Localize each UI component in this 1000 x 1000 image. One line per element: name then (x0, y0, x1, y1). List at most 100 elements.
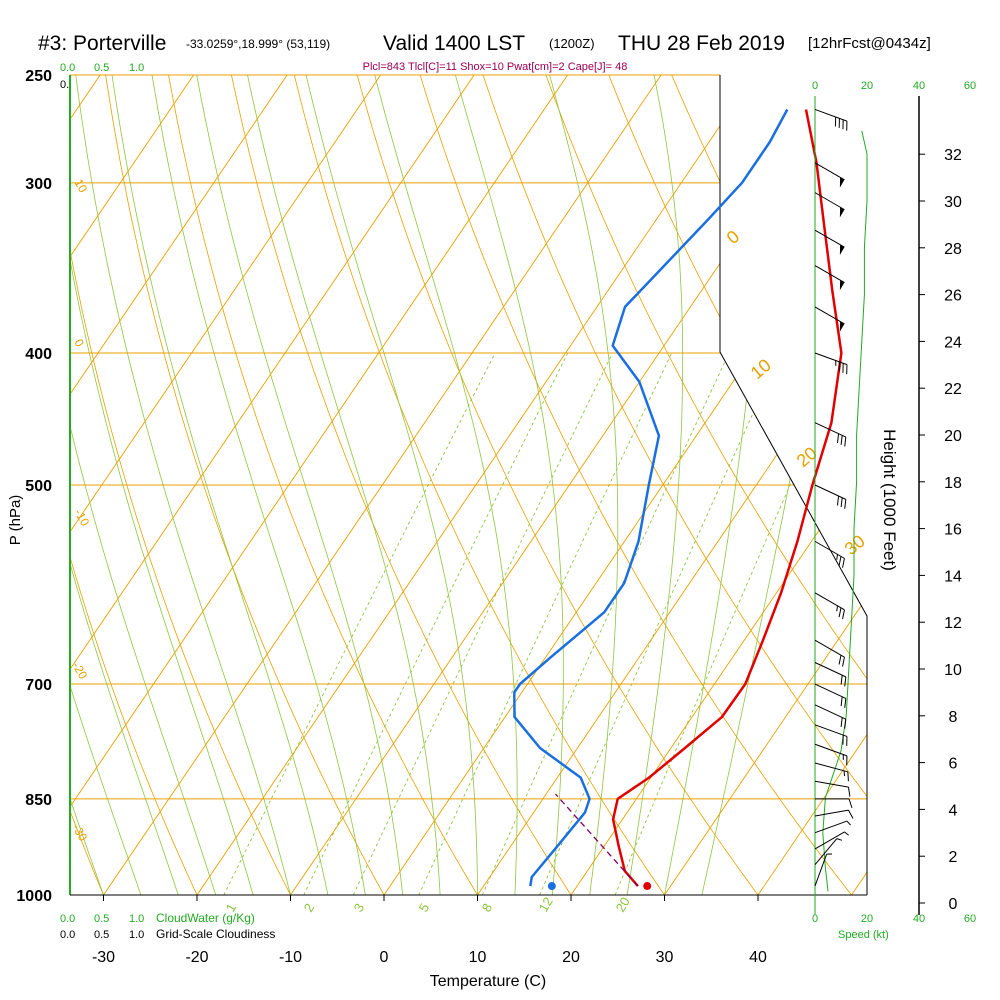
isotherm-line (664, 75, 867, 895)
cloudwater-tick-bottom-1: 0.5 (94, 913, 109, 925)
barb-full (842, 657, 845, 667)
barb-full (840, 435, 843, 445)
height-tick-label: 2 (949, 849, 958, 866)
cloudiness-tick-bottom-0: 0.0 (60, 929, 75, 941)
moist-adiabat-line (70, 75, 179, 895)
speed-tick-top-3: 60 (964, 80, 976, 92)
wind-barb (814, 540, 845, 568)
height-tick-label: 18 (944, 475, 962, 492)
barb-flag (839, 244, 845, 255)
surface-dewpoint-dot (547, 882, 556, 891)
barb-half (836, 838, 843, 841)
y-axis-title: P (hPa) (7, 495, 24, 546)
barb-staff (814, 724, 848, 737)
speed-tick-bottom-2: 40 (913, 913, 925, 925)
temperature-tick-label: 0 (380, 949, 389, 966)
plot-outline (69, 75, 868, 896)
temperature-tick-label: -10 (279, 949, 302, 966)
cloudwater-tick-bottom-0: 0.0 (60, 913, 75, 925)
moist-adiabat-line (70, 75, 142, 895)
height-tick-label: 28 (944, 241, 962, 258)
height-tick-label: 16 (944, 522, 962, 539)
cloudiness-tick-bottom-1: 0.5 (94, 929, 109, 941)
dewpoint-line (513, 108, 789, 887)
wind-barb (814, 192, 845, 218)
barb-staff (814, 838, 838, 865)
barb-full (847, 787, 851, 797)
barb-full (842, 609, 845, 620)
isotherm-line (757, 75, 867, 895)
dry-adiabat-label: 10 (747, 355, 775, 383)
moist-adiabat-line (70, 75, 104, 895)
temperature-tick-label: -30 (92, 949, 115, 966)
sounding-profiles (513, 108, 843, 891)
barb-staff (814, 108, 848, 122)
barb-full (840, 675, 843, 685)
mixing-ratio-label: 20 (613, 894, 633, 914)
barb-flag (839, 280, 845, 291)
barb-staff (814, 484, 847, 500)
barb-staff (814, 540, 845, 559)
forecast-hour: [12hrFcst@0434z] (808, 35, 931, 52)
mixing-ratio-label: 2 (301, 901, 318, 915)
zulu-time: (1200Z) (549, 36, 595, 51)
wind-barb (814, 743, 848, 766)
parcel-line (555, 793, 639, 887)
moist-adiabat-line (549, 75, 619, 895)
barb-staff (814, 192, 845, 211)
barb-half (846, 820, 851, 826)
dry-adiabat-line (0, 51, 10, 895)
barb-half (844, 831, 849, 836)
moist-adiabat-line (75, 75, 291, 895)
barb-staff (814, 265, 845, 283)
height-tick-label: 12 (944, 615, 962, 632)
dry-adiabat-line (536, 75, 867, 895)
barb-full (844, 719, 847, 729)
barb-staff (814, 762, 848, 773)
barb-full (838, 556, 842, 566)
barb-staff (814, 639, 845, 658)
wind-barb (814, 229, 845, 255)
cloudwater-tick-1: 0.5 (94, 62, 109, 74)
barb-staff (814, 352, 848, 366)
speed-tick-top-1: 20 (861, 80, 873, 92)
barb-staff (814, 592, 845, 611)
wind-barb (814, 762, 849, 782)
barb-staff (814, 162, 845, 181)
mixing-ratio-line (352, 352, 613, 895)
barb-full (844, 436, 847, 447)
wind-barb (815, 798, 853, 809)
barb-staff (814, 229, 845, 248)
speed-tick-bottom-0: 0 (812, 913, 818, 925)
moist-adiabat-line (151, 75, 366, 895)
barb-flag (839, 207, 845, 218)
barb-full (836, 433, 840, 444)
isotherm-line (851, 75, 867, 895)
mixing-ratio-label: 3 (351, 901, 368, 915)
speed-tick-bottom-3: 60 (964, 913, 976, 925)
pressure-tick-label: 300 (25, 176, 52, 193)
height-tick-label: 10 (944, 662, 962, 679)
wind-barb (814, 662, 847, 687)
height-tick-label: 4 (949, 802, 958, 819)
height-tick-label: 24 (944, 334, 962, 351)
dry-adiabat-line (847, 75, 867, 895)
barb-full (848, 798, 853, 809)
barb-full (848, 809, 854, 819)
stability-indices: Plcl=843 Tlcl[C]=11 Shox=10 Pwat[cm]=2 C… (363, 61, 628, 73)
dry-adiabat-line (412, 75, 852, 895)
barb-staff (814, 306, 845, 325)
barb-full (844, 676, 847, 687)
moist-adiabat-line (70, 75, 254, 895)
dry-adiabat-line (973, 51, 1000, 895)
temperature-line (611, 109, 843, 887)
wind-barb (814, 265, 845, 291)
barb-flag (839, 177, 845, 188)
wind-barb (814, 422, 847, 447)
barb-flag (839, 321, 845, 332)
speed-tick-bottom-1: 20 (861, 913, 873, 925)
dry-adiabat-line (70, 75, 198, 895)
wind-barb (814, 592, 845, 620)
wind-barb (814, 108, 848, 131)
